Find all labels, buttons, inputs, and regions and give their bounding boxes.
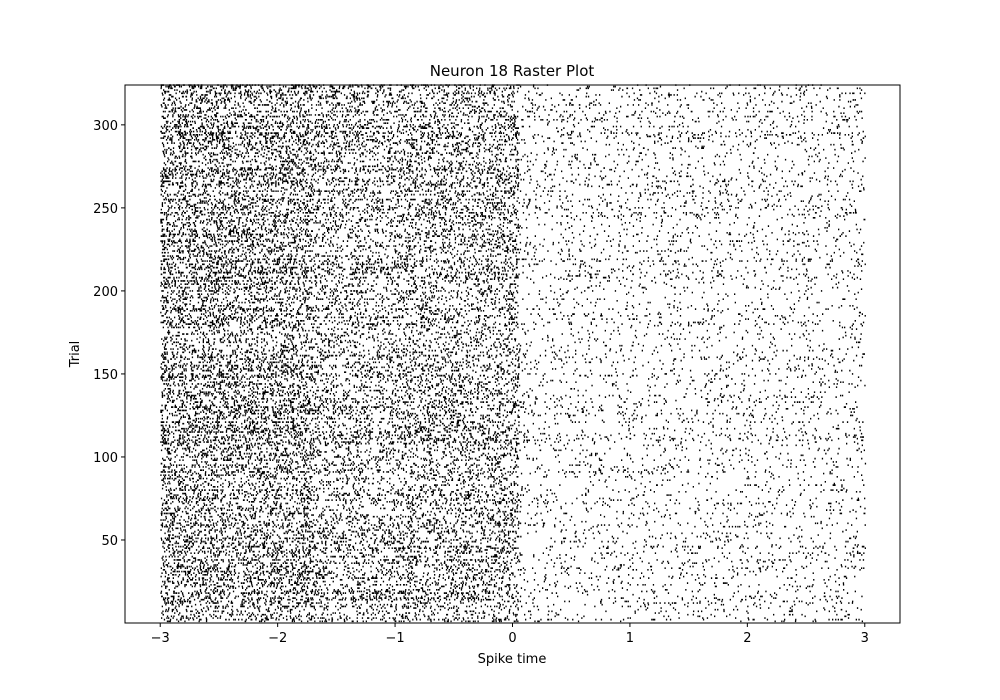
x-tick-label: 2 <box>743 631 751 646</box>
chart-title: Neuron 18 Raster Plot <box>430 62 595 80</box>
y-tick-label: 200 <box>93 285 118 300</box>
x-tick-label: −2 <box>268 631 287 646</box>
x-tick-label: −3 <box>151 631 170 646</box>
y-axis: 50 100 150 200 250 300 <box>93 119 125 549</box>
x-tick-label: 3 <box>861 631 869 646</box>
y-axis-label: Trial <box>68 341 83 369</box>
x-tick-label: −1 <box>385 631 404 646</box>
y-tick-label: 300 <box>93 119 118 134</box>
y-tick-label: 250 <box>93 202 118 217</box>
y-tick-label: 50 <box>101 534 118 549</box>
y-tick-label: 100 <box>93 451 118 466</box>
x-tick-label: 0 <box>508 631 516 646</box>
y-tick-label: 150 <box>93 368 118 383</box>
spike-markers <box>160 84 867 623</box>
spike-events <box>160 84 867 623</box>
x-axis-label: Spike time <box>478 652 547 667</box>
x-tick-label: 1 <box>626 631 634 646</box>
x-axis: −3 −2 −1 0 1 2 3 <box>151 623 869 646</box>
